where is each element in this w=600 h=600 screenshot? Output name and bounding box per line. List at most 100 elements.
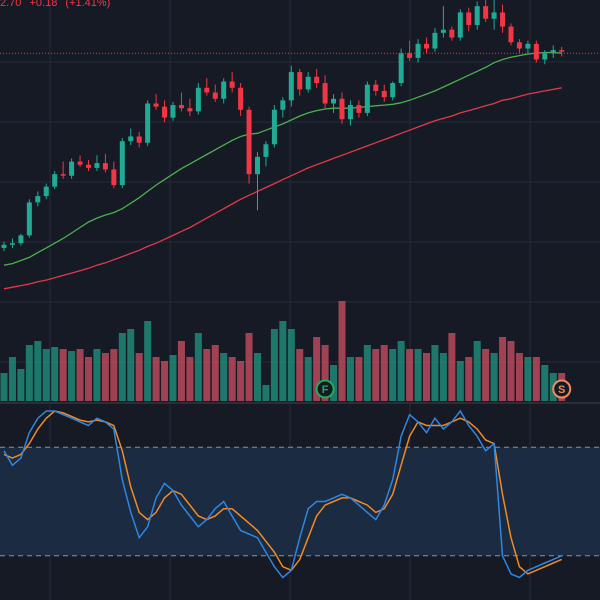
volume-bar — [541, 365, 549, 401]
volume-bar — [499, 337, 507, 401]
volume-bar — [414, 349, 422, 401]
volume-bar — [330, 365, 338, 401]
candle-body — [246, 109, 252, 175]
candle-body — [35, 196, 41, 203]
volume-bar — [346, 357, 354, 401]
volume-bars — [0, 301, 566, 401]
volume-bar — [110, 349, 118, 401]
volume-bar — [372, 349, 380, 401]
candle-body — [255, 156, 260, 175]
stochastic-pane — [0, 409, 600, 579]
candle-body — [102, 163, 108, 170]
candle-body — [94, 163, 100, 168]
volume-bar — [465, 357, 473, 401]
candle-body — [373, 84, 379, 91]
candle-body — [288, 72, 294, 101]
volume-bar — [532, 357, 540, 401]
price-change-pct: (+1.41%) — [65, 0, 111, 9]
stoch-k-line — [3, 409, 562, 579]
candle-body — [52, 174, 58, 187]
volume-bar — [321, 345, 329, 401]
candle-body — [457, 12, 463, 38]
volume-bar — [296, 349, 304, 401]
last-price: 2.70 — [0, 0, 22, 9]
volume-bar — [448, 333, 456, 401]
volume-bar — [507, 341, 515, 401]
candle-body — [491, 12, 497, 19]
candle-body — [128, 136, 134, 142]
candle-body — [212, 92, 218, 99]
volume-bar — [245, 333, 253, 401]
candle-body — [18, 235, 24, 244]
volume-bar — [237, 361, 245, 401]
candle-body — [356, 105, 362, 113]
volume-bar — [456, 361, 464, 401]
volume-bar — [270, 329, 278, 401]
volume-bar — [406, 349, 414, 401]
candle-body — [483, 6, 489, 19]
volume-bar — [42, 349, 50, 401]
volume-bar — [0, 373, 8, 401]
dividend-marker-icon — [315, 379, 335, 399]
candle-body — [271, 109, 277, 145]
volume-bar — [8, 357, 16, 401]
candle-body — [550, 50, 556, 54]
candle-body — [229, 81, 235, 88]
candle-body — [187, 108, 193, 112]
candle-body — [533, 43, 539, 60]
candle-body — [407, 53, 413, 58]
candle-body — [466, 12, 472, 25]
volume-bar — [169, 355, 177, 401]
candle-body — [297, 72, 303, 90]
candle-body — [145, 103, 151, 143]
candle-body — [508, 26, 514, 43]
volume-bar — [177, 341, 185, 401]
volume-bar — [490, 353, 498, 401]
candle-body — [559, 50, 565, 52]
candle-body — [432, 32, 438, 49]
volume-bar — [93, 349, 101, 401]
volume-bar — [68, 351, 76, 401]
candle-body — [153, 103, 159, 107]
volume-bar — [228, 357, 236, 401]
volume-bar — [254, 353, 261, 401]
volume-bar — [34, 341, 42, 401]
candle-body — [77, 161, 83, 165]
volume-bar — [355, 357, 363, 401]
volume-bar — [203, 349, 211, 401]
candle-body — [86, 164, 91, 168]
candle-body — [390, 83, 396, 98]
candlesticks[interactable] — [1, 0, 565, 252]
volume-bar — [161, 361, 169, 401]
volume-bar — [439, 353, 447, 401]
candle-body — [162, 106, 168, 118]
volume-bar — [389, 349, 397, 401]
price-change: +0.18 — [29, 0, 58, 9]
candle-body — [195, 87, 201, 112]
price-header: 2.70 +0.18 (+1.41%) — [0, 0, 115, 9]
volume-bar — [85, 357, 92, 401]
candle-body — [305, 76, 311, 90]
candle-body — [60, 174, 66, 176]
volume-bar — [397, 341, 405, 401]
candle-body — [542, 53, 548, 60]
volume-bar — [25, 345, 33, 401]
volume-bar — [380, 345, 388, 401]
candle-body — [314, 76, 320, 84]
candle-body — [178, 105, 184, 109]
ma-slow-path — [3, 87, 562, 290]
volume-bar — [144, 321, 152, 401]
volume-bar — [186, 357, 194, 401]
volume-bar — [51, 347, 59, 401]
candle-body — [381, 90, 387, 98]
stoch-d-line — [3, 410, 562, 575]
candle-body — [398, 53, 404, 84]
candle-body — [364, 84, 370, 113]
candle-body — [204, 87, 210, 93]
marker-label: F — [322, 384, 329, 396]
candle-body — [280, 100, 286, 110]
split-marker-icon — [552, 379, 572, 399]
candle-body — [424, 43, 429, 49]
